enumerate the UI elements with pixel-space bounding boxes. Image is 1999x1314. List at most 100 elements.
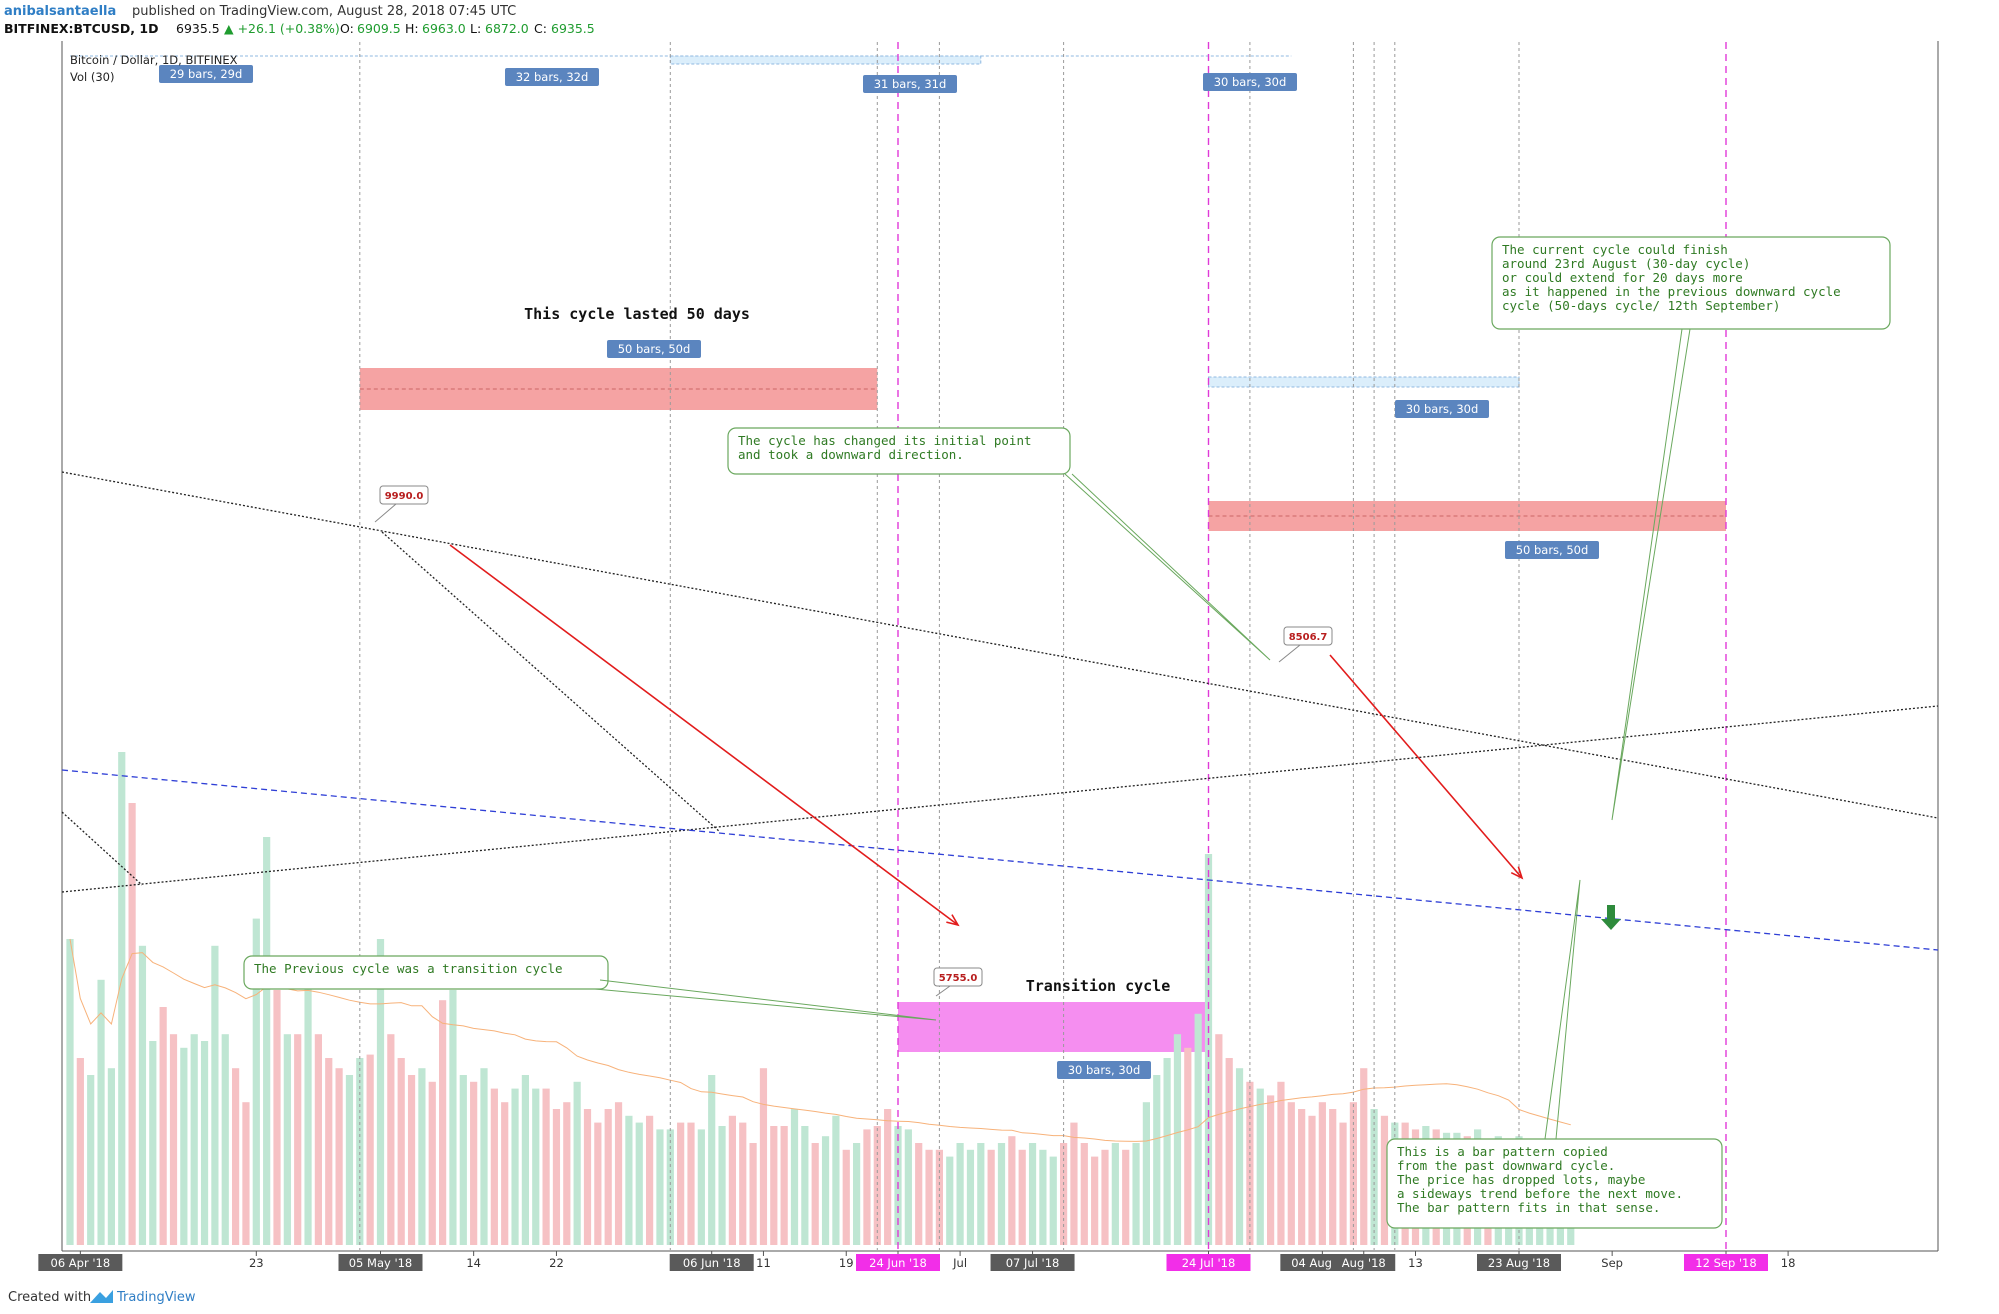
volume-bar bbox=[790, 1109, 799, 1245]
callout-bar-pattern-line: a sideways trend before the next move. bbox=[1397, 1186, 1683, 1201]
bar-count-label bbox=[159, 65, 253, 83]
time-axis-label: 23 bbox=[249, 1256, 264, 1270]
time-axis-label: 12 Sep '18 bbox=[1695, 1256, 1756, 1270]
volume-bar bbox=[87, 1075, 95, 1245]
volume-bar bbox=[614, 1102, 623, 1245]
callout-current-cycle-line: around 23rd August (30-day cycle) bbox=[1502, 256, 1750, 271]
price-tag-high-text: 9990.0 bbox=[385, 491, 424, 502]
bar-count-label-text: 30 bars, 30d bbox=[1214, 75, 1287, 89]
volume-bar bbox=[884, 1109, 892, 1245]
callout-bar-pattern-line: This is a bar pattern copied bbox=[1397, 1144, 1608, 1159]
volume-bar bbox=[1173, 1034, 1182, 1245]
volume-bar bbox=[480, 1068, 488, 1245]
volume-bar bbox=[107, 1068, 115, 1245]
volume-bar bbox=[200, 1041, 209, 1245]
volume-bar bbox=[97, 979, 105, 1245]
red-arrow-first-head bbox=[946, 914, 960, 927]
volume-bar bbox=[1267, 1095, 1275, 1245]
volume-bar bbox=[1091, 1156, 1099, 1245]
callout-pointer bbox=[1611, 328, 1691, 821]
time-axis-label: 06 Jun '18 bbox=[683, 1256, 741, 1270]
volume-bar bbox=[739, 1122, 747, 1245]
time-axis-box bbox=[1477, 1254, 1561, 1271]
time-axis-label: 22 bbox=[549, 1256, 564, 1270]
volume-bar bbox=[459, 1075, 467, 1245]
callout-cycle-changed-line: and took a downward direction. bbox=[738, 447, 964, 462]
volume-bar bbox=[439, 1000, 447, 1245]
volume-bar bbox=[397, 1058, 405, 1245]
price-tag-mid-pointer bbox=[1278, 644, 1301, 663]
volume-bar bbox=[1277, 1081, 1285, 1245]
callout-current-cycle-line: cycle (50-days cycle/ 12th September) bbox=[1502, 298, 1780, 313]
callout-current-cycle-line: The current cycle could finish bbox=[1502, 242, 1728, 257]
volume-bar bbox=[356, 1058, 364, 1245]
background-layer bbox=[70, 55, 1726, 1052]
volume-bar bbox=[1122, 1149, 1130, 1245]
volume-bar bbox=[252, 918, 260, 1245]
volume-bar bbox=[749, 1143, 757, 1245]
volume-bar bbox=[1070, 1122, 1078, 1245]
volume-bar bbox=[1380, 1115, 1389, 1245]
footer-brand[interactable]: TradingView bbox=[116, 1290, 196, 1305]
header-author[interactable]: anibalsantaella bbox=[4, 4, 116, 19]
volume-bar bbox=[449, 990, 457, 1245]
axes: 6935.56935.55400.25400.24907.74907.74430… bbox=[38, 1251, 1795, 1271]
volume-bar bbox=[811, 1143, 819, 1245]
time-axis-label: 14 bbox=[466, 1256, 481, 1270]
volume-bar bbox=[1028, 1143, 1037, 1245]
bar-count-label-text: 50 bars, 50d bbox=[1516, 543, 1589, 557]
volume-bar bbox=[118, 752, 126, 1245]
footer-created-with: Created with bbox=[8, 1290, 91, 1305]
callout-pointer bbox=[1544, 879, 1581, 1140]
volume-bar bbox=[345, 1075, 354, 1245]
red-arrow-second-head bbox=[1510, 866, 1524, 880]
volume-bar bbox=[366, 1054, 374, 1245]
volume-bar bbox=[1080, 1143, 1088, 1245]
volume-bar bbox=[1111, 1143, 1119, 1245]
trendline-mid-dotted bbox=[381, 531, 721, 833]
heading-transition-cycle: Transition cycle bbox=[1026, 977, 1171, 995]
volume-bar bbox=[149, 1041, 157, 1245]
time-axis-box bbox=[1332, 1254, 1396, 1271]
volume-bar bbox=[780, 1126, 788, 1245]
volume-bar bbox=[304, 979, 312, 1245]
bar-count-label bbox=[863, 75, 957, 93]
callout-pointer bbox=[594, 979, 937, 1021]
callout-bar-pattern-line: from the past downward cycle. bbox=[1397, 1158, 1615, 1173]
transition-cycle-box bbox=[898, 1002, 1209, 1052]
time-axis-box bbox=[1166, 1254, 1251, 1271]
volume-bar bbox=[242, 1102, 250, 1245]
header-published: published on TradingView.com, August 28,… bbox=[132, 4, 516, 19]
bar-count-label bbox=[1395, 400, 1489, 418]
heading-50-days: This cycle lasted 50 days bbox=[524, 305, 750, 323]
time-axis-label: 06 Apr '18 bbox=[51, 1256, 111, 1270]
volume-bar bbox=[946, 1156, 954, 1245]
bar-count-label-text: 30 bars, 30d bbox=[1068, 1063, 1141, 1077]
time-axis-label: 13 bbox=[1408, 1256, 1423, 1270]
volume-bar bbox=[863, 1129, 871, 1245]
volume-bar bbox=[1163, 1058, 1171, 1245]
callout-current-cycle-line: as it happened in the previous downward … bbox=[1502, 284, 1841, 299]
volume-bar bbox=[1101, 1149, 1109, 1245]
volume-bar bbox=[956, 1143, 964, 1245]
volume-bar bbox=[1184, 1047, 1192, 1245]
price-tag-mid bbox=[1283, 626, 1333, 646]
volume-bar bbox=[66, 939, 74, 1245]
volume-bar bbox=[1339, 1122, 1347, 1245]
tradingview-logo-icon bbox=[90, 1290, 113, 1303]
volume-bar bbox=[283, 1034, 291, 1245]
volume-bar bbox=[1039, 1149, 1047, 1245]
time-axis-label: 07 Jul '18 bbox=[1006, 1256, 1060, 1270]
callout-cycle-changed-line: The cycle has changed its initial point bbox=[738, 433, 1032, 448]
volume-bar bbox=[1008, 1136, 1016, 1245]
callout-current-cycle bbox=[1491, 236, 1891, 330]
volume-bar bbox=[428, 1081, 436, 1245]
volume-bar bbox=[138, 945, 147, 1245]
volume-bar bbox=[76, 1058, 84, 1245]
header-high-label: H: bbox=[405, 21, 419, 36]
volume-bar bbox=[770, 1126, 778, 1245]
header-close: 6935.5 bbox=[551, 21, 595, 36]
volume-bar bbox=[407, 1075, 416, 1245]
volume-bar bbox=[1308, 1115, 1316, 1245]
